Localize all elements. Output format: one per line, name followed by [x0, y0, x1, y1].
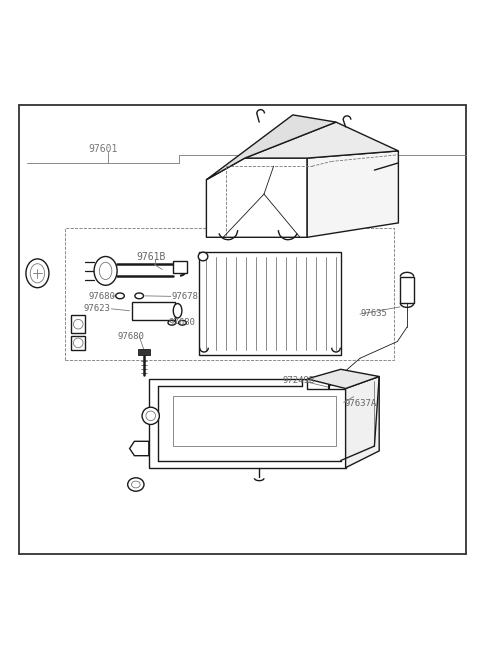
Polygon shape — [346, 376, 379, 468]
Ellipse shape — [99, 262, 112, 279]
Ellipse shape — [94, 256, 117, 285]
Text: 97680: 97680 — [118, 332, 144, 341]
Bar — [400, 277, 414, 303]
Circle shape — [73, 319, 83, 329]
Text: 97680: 97680 — [169, 318, 196, 327]
Ellipse shape — [26, 259, 49, 288]
Circle shape — [73, 338, 83, 348]
Ellipse shape — [135, 293, 144, 299]
Text: 97637A: 97637A — [345, 399, 377, 408]
Polygon shape — [307, 369, 379, 388]
Polygon shape — [130, 442, 149, 456]
Ellipse shape — [30, 263, 45, 283]
Ellipse shape — [116, 293, 124, 299]
Text: 97601: 97601 — [89, 145, 118, 154]
Bar — [71, 336, 85, 350]
Ellipse shape — [198, 252, 208, 261]
Text: 97680: 97680 — [89, 292, 116, 301]
Ellipse shape — [168, 321, 176, 325]
Text: 97623: 97623 — [84, 304, 111, 313]
Ellipse shape — [128, 478, 144, 491]
Bar — [65, 228, 394, 359]
Polygon shape — [149, 379, 346, 468]
Text: 97635: 97635 — [361, 309, 388, 317]
Ellipse shape — [179, 321, 186, 325]
Text: 97678: 97678 — [172, 292, 199, 301]
Circle shape — [142, 407, 159, 424]
Polygon shape — [173, 396, 336, 446]
Polygon shape — [245, 122, 398, 158]
Bar — [173, 261, 187, 273]
Text: 9761B: 9761B — [136, 252, 166, 262]
Bar — [138, 349, 150, 355]
Circle shape — [146, 411, 156, 420]
Polygon shape — [307, 151, 398, 237]
Ellipse shape — [132, 481, 140, 488]
Polygon shape — [206, 115, 336, 180]
Ellipse shape — [173, 304, 182, 318]
Bar — [132, 302, 175, 320]
Text: 97249B: 97249B — [282, 376, 314, 385]
Bar — [199, 252, 341, 355]
Bar — [71, 315, 85, 333]
Polygon shape — [206, 158, 307, 237]
